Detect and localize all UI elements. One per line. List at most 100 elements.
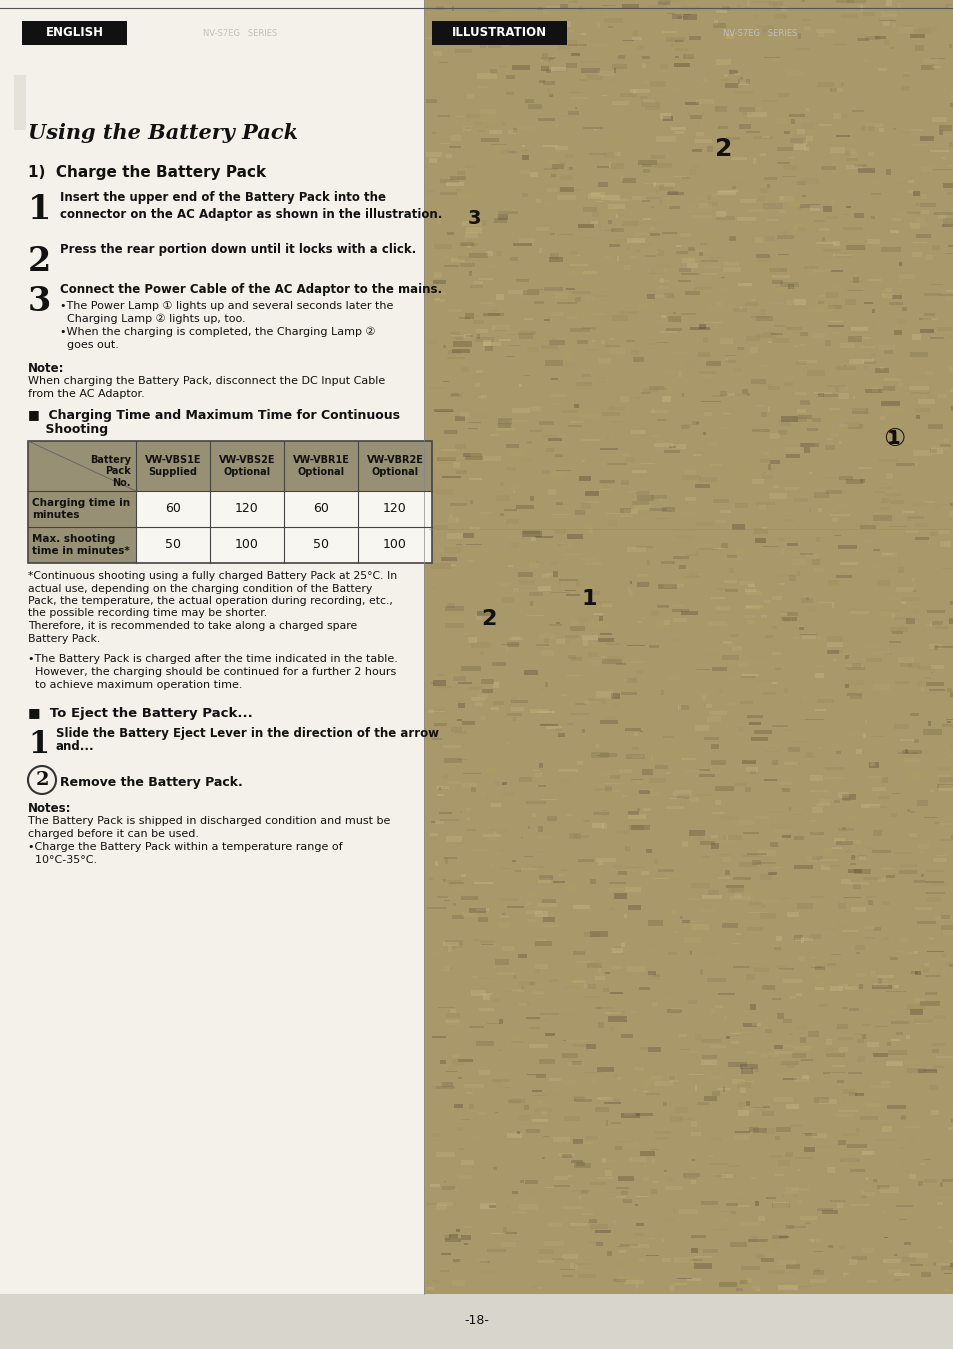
Bar	[523, 318, 532, 320]
Bar	[547, 816, 557, 822]
Bar	[598, 616, 602, 621]
Bar	[865, 123, 882, 127]
Bar	[433, 281, 446, 285]
Bar	[943, 1288, 948, 1291]
Bar	[548, 256, 562, 262]
Bar	[881, 247, 900, 252]
Bar	[555, 293, 567, 298]
Bar	[490, 803, 500, 807]
Bar	[590, 1182, 605, 1184]
Bar	[620, 1024, 627, 1029]
Bar	[837, 1140, 845, 1145]
Bar	[521, 150, 529, 151]
Bar	[442, 1186, 455, 1190]
Bar	[745, 1101, 749, 1106]
Bar	[594, 788, 612, 791]
Bar	[889, 500, 903, 503]
Bar	[672, 791, 691, 796]
Bar	[921, 656, 924, 662]
Bar	[793, 1157, 812, 1159]
Bar	[775, 1225, 781, 1226]
Bar	[776, 1260, 796, 1265]
Bar	[529, 592, 543, 596]
Bar	[666, 676, 678, 680]
Bar	[507, 565, 513, 567]
Bar	[908, 221, 927, 227]
Bar	[856, 750, 862, 754]
Bar	[785, 1103, 798, 1109]
Bar	[866, 239, 879, 244]
Bar	[590, 192, 604, 197]
Bar	[489, 130, 502, 134]
Bar	[665, 646, 668, 652]
Bar	[561, 1275, 573, 1278]
Bar	[700, 1060, 717, 1066]
Bar	[781, 616, 796, 621]
Bar	[487, 266, 499, 267]
Bar	[884, 1267, 900, 1271]
Bar	[930, 448, 943, 453]
Bar	[503, 792, 515, 796]
Bar	[605, 786, 611, 792]
Bar	[942, 623, 953, 629]
Bar	[720, 816, 738, 820]
Bar	[500, 178, 520, 179]
Bar	[740, 1068, 753, 1074]
Bar	[842, 897, 861, 898]
Bar	[475, 383, 479, 387]
Bar	[867, 151, 873, 156]
Bar	[907, 952, 913, 954]
Bar	[653, 622, 663, 629]
Bar	[453, 889, 462, 892]
Bar	[841, 795, 855, 800]
Bar	[919, 1001, 939, 1006]
Bar	[647, 974, 659, 981]
Bar	[758, 197, 764, 201]
Bar	[656, 518, 669, 519]
Bar	[751, 1178, 755, 1179]
Bar	[856, 1039, 862, 1043]
Bar	[501, 1242, 516, 1248]
Bar	[834, 534, 841, 537]
Bar	[717, 1089, 729, 1090]
Bar	[901, 1210, 913, 1214]
Text: Insert the upper end of the Battery Pack into the
connector on the AC Adaptor as: Insert the upper end of the Battery Pack…	[60, 192, 442, 221]
Bar	[684, 291, 700, 295]
Bar	[695, 422, 698, 424]
Bar	[749, 1128, 758, 1132]
Bar	[724, 360, 736, 363]
Bar	[804, 432, 812, 434]
Bar	[758, 270, 777, 274]
Bar	[849, 696, 862, 699]
Bar	[775, 1174, 783, 1176]
Bar	[750, 379, 765, 384]
Bar	[738, 581, 753, 584]
Bar	[942, 224, 953, 227]
Bar	[890, 1039, 899, 1041]
Bar	[733, 308, 746, 312]
Bar	[805, 428, 817, 432]
Bar	[702, 1249, 718, 1253]
Bar	[833, 1156, 842, 1160]
Bar	[435, 298, 439, 301]
Bar	[551, 28, 558, 31]
Bar	[639, 791, 650, 795]
Bar	[619, 1244, 638, 1246]
Bar	[671, 610, 688, 612]
Bar	[466, 115, 479, 117]
Bar	[909, 811, 914, 813]
Bar	[640, 789, 651, 791]
Bar	[839, 425, 858, 426]
Bar	[538, 1059, 554, 1064]
Bar	[834, 387, 838, 393]
Bar	[684, 534, 700, 538]
Bar	[659, 200, 661, 204]
Bar	[815, 803, 830, 805]
Bar	[705, 704, 711, 708]
Bar	[933, 645, 938, 650]
Bar	[847, 680, 863, 685]
Bar	[787, 747, 799, 751]
Bar	[613, 152, 620, 156]
Bar	[854, 1093, 863, 1097]
Bar	[719, 689, 722, 693]
